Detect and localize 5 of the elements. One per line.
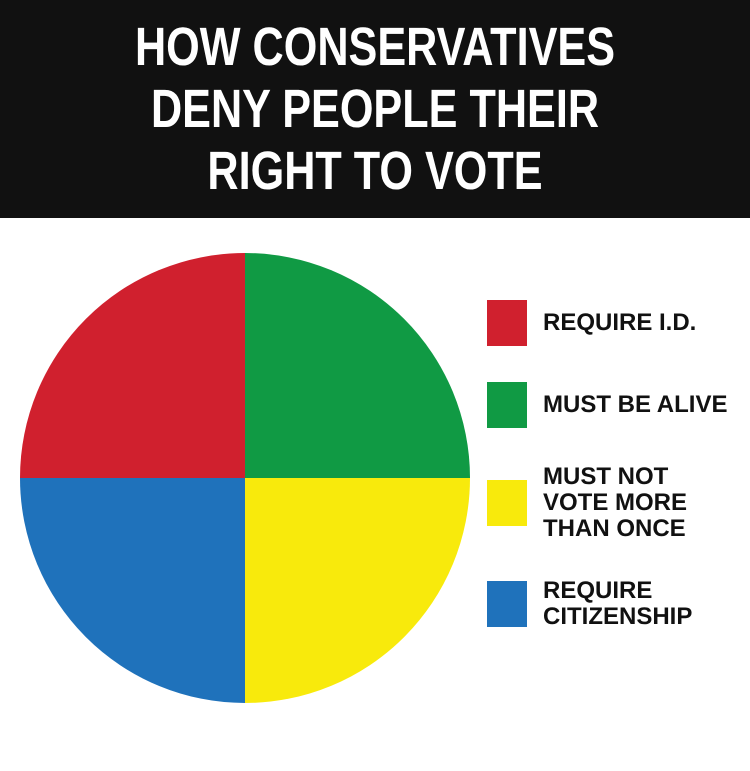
legend-label: REQUIRE I.D. xyxy=(543,309,696,336)
legend-label: MUST BE ALIVE xyxy=(543,391,728,418)
chart-title: HOW CONSERVATIVES DENY PEOPLE THEIR RIGHT TO VOTE xyxy=(134,16,616,202)
legend-label: REQUIRE CITIZENSHIP xyxy=(543,577,694,630)
legend-label: MUST NOT VOTE MORE THAN ONCE xyxy=(543,463,688,542)
